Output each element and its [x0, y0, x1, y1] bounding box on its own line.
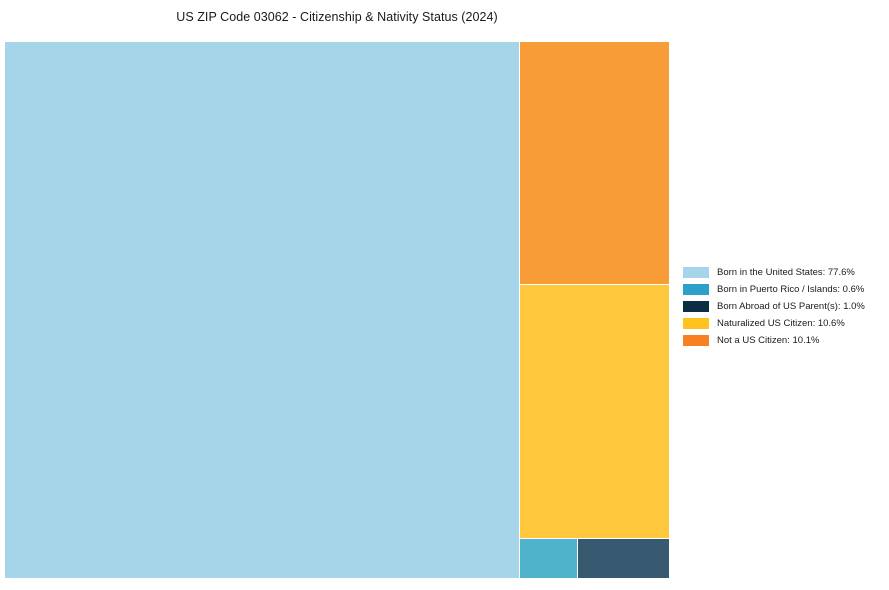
legend-item-not-a-us-citizen[interactable]: Not a US Citizen: 10.1% — [683, 332, 883, 349]
legend-item-label: Naturalized US Citizen: 10.6% — [717, 318, 845, 329]
legend-item-naturalized-us-citizen[interactable]: Naturalized US Citizen: 10.6% — [683, 315, 883, 332]
legend-item-born-in-puerto-rico-islands[interactable]: Born in Puerto Rico / Islands: 0.6% — [683, 281, 883, 298]
legend-swatch-icon — [683, 267, 709, 278]
chart-legend: Born in the United States: 77.6% Born in… — [683, 264, 883, 349]
legend-item-born-abroad-of-us-parents[interactable]: Born Abroad of US Parent(s): 1.0% — [683, 298, 883, 315]
legend-swatch-icon — [683, 318, 709, 329]
treemap-tile-born-in-the-united-states[interactable]: Born in the United States — [5, 42, 519, 578]
treemap-plot-area: Born in the United States Not a US Citiz… — [5, 42, 669, 578]
treemap-tile-born-abroad-of-us-parents[interactable]: Born Abroad of US Parent(s) — [578, 539, 669, 578]
legend-item-label: Not a US Citizen: 10.1% — [717, 335, 820, 346]
legend-swatch-icon — [683, 335, 709, 346]
legend-item-label: Born in the United States: 77.6% — [717, 267, 855, 278]
treemap-tile-naturalized-us-citizen[interactable]: Naturalized US Citizen — [520, 285, 669, 538]
treemap-tile-born-in-puerto-rico-islands[interactable]: Born in Puerto Rico / Islands — [520, 539, 577, 578]
page-title: US ZIP Code 03062 - Citizenship & Nativi… — [176, 10, 498, 24]
legend-item-label: Born in Puerto Rico / Islands: 0.6% — [717, 284, 865, 295]
treemap-tile-not-a-us-citizen[interactable]: Not a US Citizen — [520, 42, 669, 284]
legend-item-born-in-the-united-states[interactable]: Born in the United States: 77.6% — [683, 264, 883, 281]
legend-swatch-icon — [683, 284, 709, 295]
legend-swatch-icon — [683, 301, 709, 312]
legend-item-label: Born Abroad of US Parent(s): 1.0% — [717, 301, 865, 312]
